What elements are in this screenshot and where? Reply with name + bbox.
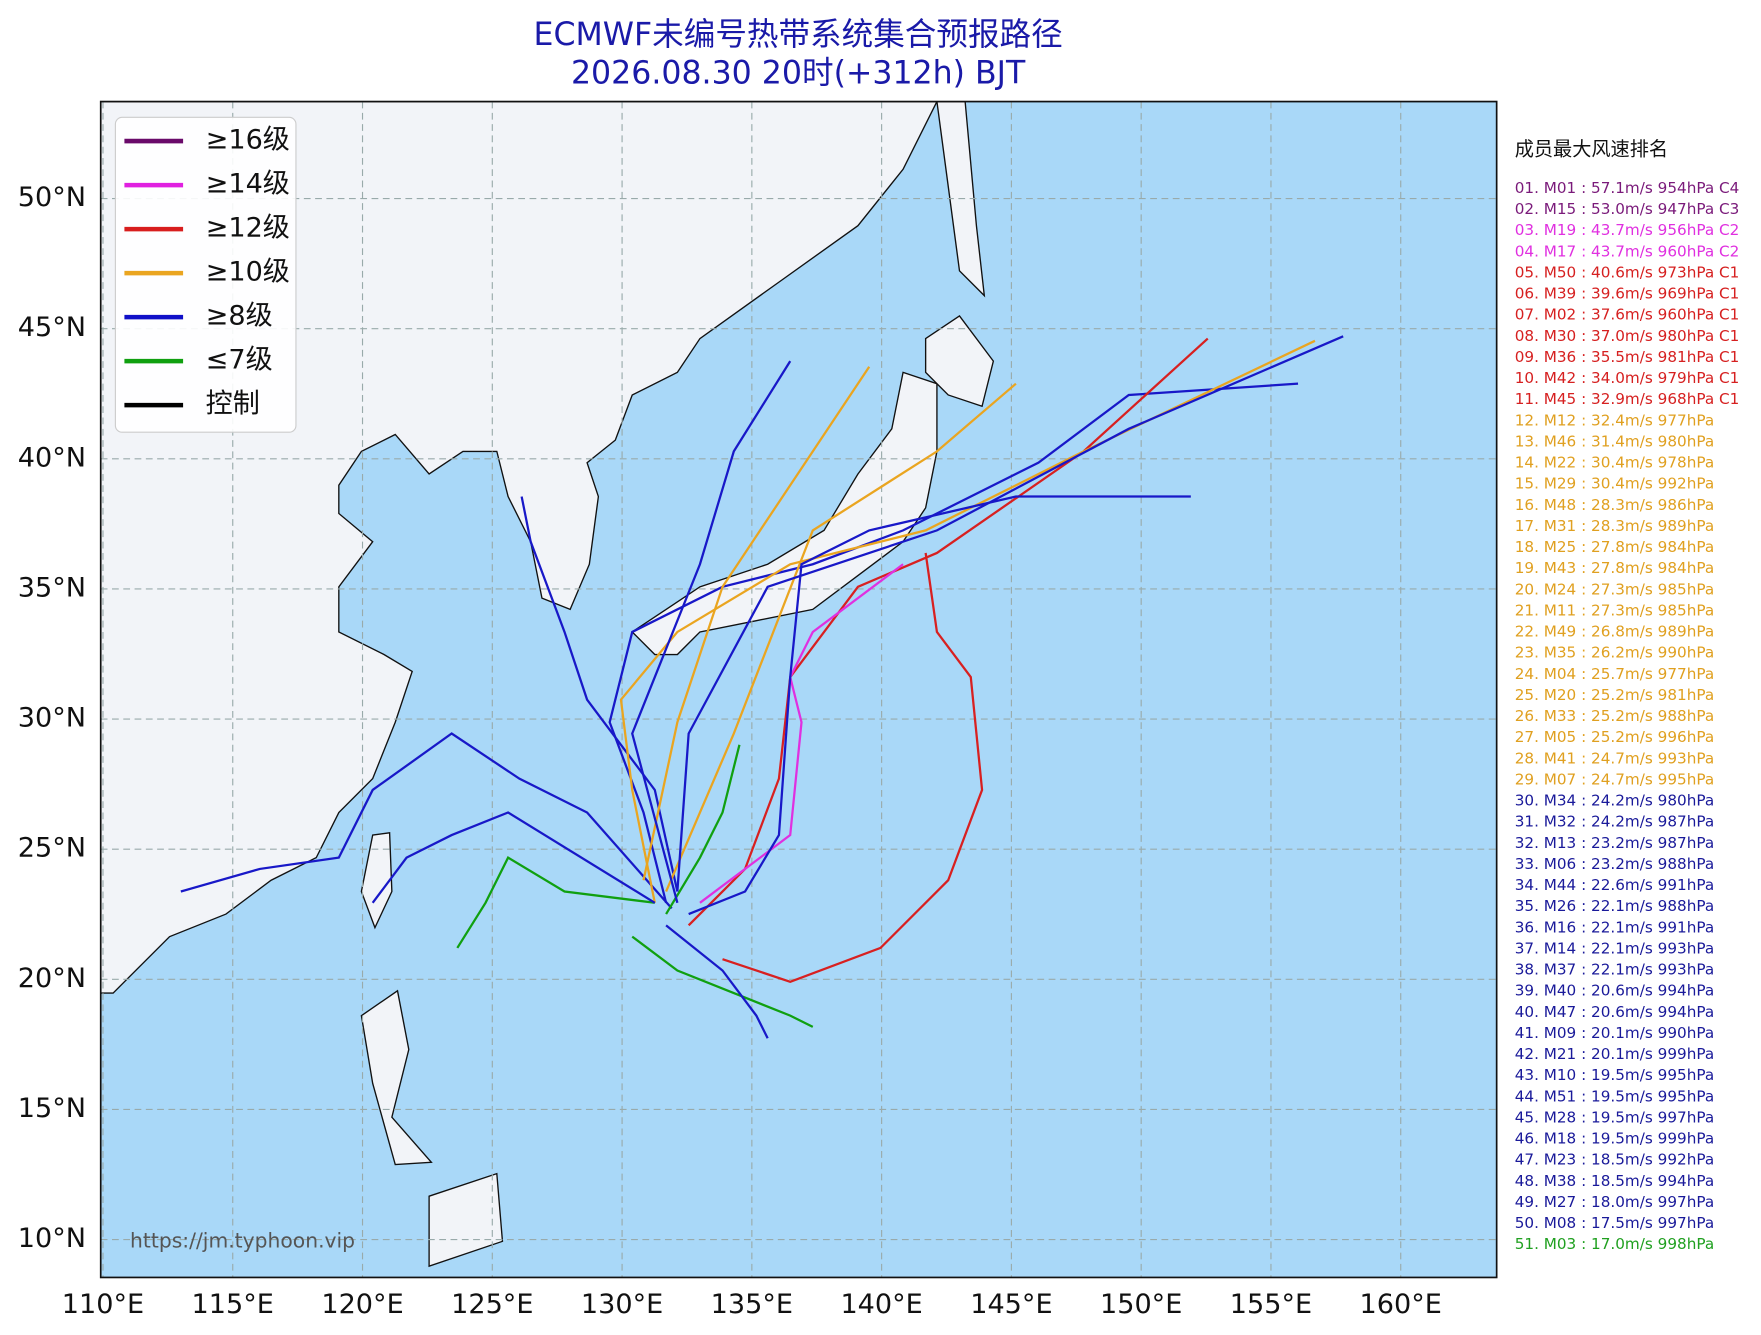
ranking-item: 18. M25 : 27.8m/s 984hPa [1515,538,1714,556]
legend-box [114,116,297,433]
ranking-item: 47. M23 : 18.5m/s 992hPa [1515,1151,1714,1169]
ranking-item: 05. M50 : 40.6m/s 973hPa C1 [1515,263,1740,281]
ranking-item: 04. M17 : 43.7m/s 960hPa C2 [1515,242,1740,260]
map-area: https://jm.typhoon.vip [100,101,1497,1278]
lon-label: 150°E [1100,1289,1182,1320]
ranking-item: 10. M42 : 34.0m/s 979hPa C1 [1515,369,1740,387]
lat-label: 15°N [18,1093,86,1124]
ranking-item: 30. M34 : 24.2m/s 980hPa [1515,792,1714,810]
legend-label: ≥10级 [206,257,290,288]
axis-labels: 110°E 115°E 120°E 125°E 130°E 135°E 140°E 145°E… [18,182,1442,1320]
lat-label: 20°N [18,963,86,994]
ranking-item: 31. M32 : 24.2m/s 987hPa [1515,813,1714,831]
ranking-item: 33. M06 : 23.2m/s 988hPa [1515,855,1714,873]
ranking-item: 14. M22 : 30.4m/s 978hPa [1515,454,1714,472]
ranking-item: 13. M46 : 31.4m/s 980hPa [1515,432,1714,450]
ranking-item: 25. M20 : 25.2m/s 981hPa [1515,686,1714,704]
ranking-item: 21. M11 : 27.3m/s 985hPa [1515,601,1714,619]
lat-label: 45°N [18,312,86,343]
ranking-item: 49. M27 : 18.0m/s 997hPa [1515,1193,1714,1211]
map-frame [99,100,1498,1279]
lon-label: 160°E [1360,1289,1442,1320]
ranking-item: 08. M30 : 37.0m/s 980hPa C1 [1515,327,1740,345]
ranking-item: 24. M04 : 25.7m/s 977hPa [1515,665,1714,683]
subtitle: 2026.08.30 20时(+312h) BJT [571,55,1026,91]
ranking-item: 38. M37 : 22.1m/s 993hPa [1515,961,1714,979]
lon-label: 145°E [970,1289,1052,1320]
source-url: https://jm.typhoon.vip [130,1228,355,1252]
ranking-item: 22. M49 : 26.8m/s 989hPa [1515,623,1714,641]
lat-label: 25°N [18,833,86,864]
ranking-item: 17. M31 : 28.3m/s 989hPa [1515,517,1714,535]
ranking-item: 34. M44 : 22.6m/s 991hPa [1515,876,1714,894]
ranking-item: 36. M16 : 22.1m/s 991hPa [1515,918,1714,936]
ranking-item: 32. M13 : 23.2m/s 987hPa [1515,834,1714,852]
ranking-item: 45. M28 : 19.5m/s 997hPa [1515,1108,1714,1126]
ranking-item: 03. M19 : 43.7m/s 956hPa C2 [1515,221,1740,239]
ranking-item: 48. M38 : 18.5m/s 994hPa [1515,1172,1714,1190]
ranking-item: 44. M51 : 19.5m/s 995hPa [1515,1087,1714,1105]
ranking-item: 07. M02 : 37.6m/s 960hPa C1 [1515,306,1740,324]
lat-label: 40°N [18,442,86,473]
ranking-title: 成员最大风速排名 [1515,138,1668,161]
lon-label: 135°E [711,1289,793,1320]
ranking-item: 27. M05 : 25.2m/s 996hPa [1515,728,1714,746]
lon-label: 155°E [1230,1289,1312,1320]
legend-label: ≥14级 [206,169,290,200]
ranking-item: 37. M14 : 22.1m/s 993hPa [1515,939,1714,957]
ranking-item: 12. M12 : 32.4m/s 977hPa [1515,411,1714,429]
ranking-item: 29. M07 : 24.7m/s 995hPa [1515,770,1714,788]
ranking-item: 20. M24 : 27.3m/s 985hPa [1515,580,1714,598]
lon-label: 125°E [451,1289,533,1320]
ranking-item: 50. M08 : 17.5m/s 997hPa [1515,1214,1714,1232]
ranking-item: 40. M47 : 20.6m/s 994hPa [1515,1003,1714,1021]
lat-label: 10°N [18,1223,86,1254]
legend-label: ≥8级 [206,301,273,332]
ranking-item: 23. M35 : 26.2m/s 990hPa [1515,644,1714,662]
lat-label: 30°N [18,703,86,734]
lon-label: 120°E [321,1289,403,1320]
ranking-item: 51. M03 : 17.0m/s 998hPa [1515,1235,1714,1253]
ranking-item: 16. M48 : 28.3m/s 986hPa [1515,496,1714,514]
lon-label: 110°E [62,1289,144,1320]
legend-label: 控制 [206,389,260,420]
ranking-item: 11. M45 : 32.9m/s 968hPa C1 [1515,390,1740,408]
ranking-item: 09. M36 : 35.5m/s 981hPa C1 [1515,348,1740,366]
legend-label: ≤7级 [206,345,273,376]
lat-label: 50°N [18,182,86,213]
lon-label: 115°E [192,1289,274,1320]
ranking-item: 28. M41 : 24.7m/s 993hPa [1515,749,1714,767]
ensemble-tracks [180,335,1344,1039]
ranking-item: 42. M21 : 20.1m/s 999hPa [1515,1045,1714,1063]
ranking-item: 02. M15 : 53.0m/s 947hPa C3 [1515,200,1740,218]
ranking-item: 46. M18 : 19.5m/s 999hPa [1515,1130,1714,1148]
ranking-item: 26. M33 : 25.2m/s 988hPa [1515,707,1714,725]
land [100,101,995,1268]
ranking-item: 01. M01 : 57.1m/s 954hPa C4 [1515,179,1740,197]
ranking-list: 01. M01 : 57.1m/s 954hPa C4 02. M15 : 53.… [1515,179,1740,1253]
legend-label: ≥16级 [206,125,290,156]
ranking-item: 19. M43 : 27.8m/s 984hPa [1515,559,1714,577]
legend-label: ≥12级 [206,213,290,244]
title: ECMWF未编号热带系统集合预报路径 [534,17,1063,53]
lon-label: 140°E [840,1289,922,1320]
ranking-item: 35. M26 : 22.1m/s 988hPa [1515,897,1714,915]
lat-label: 35°N [18,572,86,603]
ranking-item: 43. M10 : 19.5m/s 995hPa [1515,1066,1714,1084]
lon-label: 130°E [581,1289,663,1320]
ranking-item: 39. M40 : 20.6m/s 994hPa [1515,982,1714,1000]
ranking-item: 06. M39 : 39.6m/s 969hPa C1 [1515,285,1740,303]
ranking-item: 15. M29 : 30.4m/s 992hPa [1515,475,1714,493]
ranking-item: 41. M09 : 20.1m/s 990hPa [1515,1024,1714,1042]
